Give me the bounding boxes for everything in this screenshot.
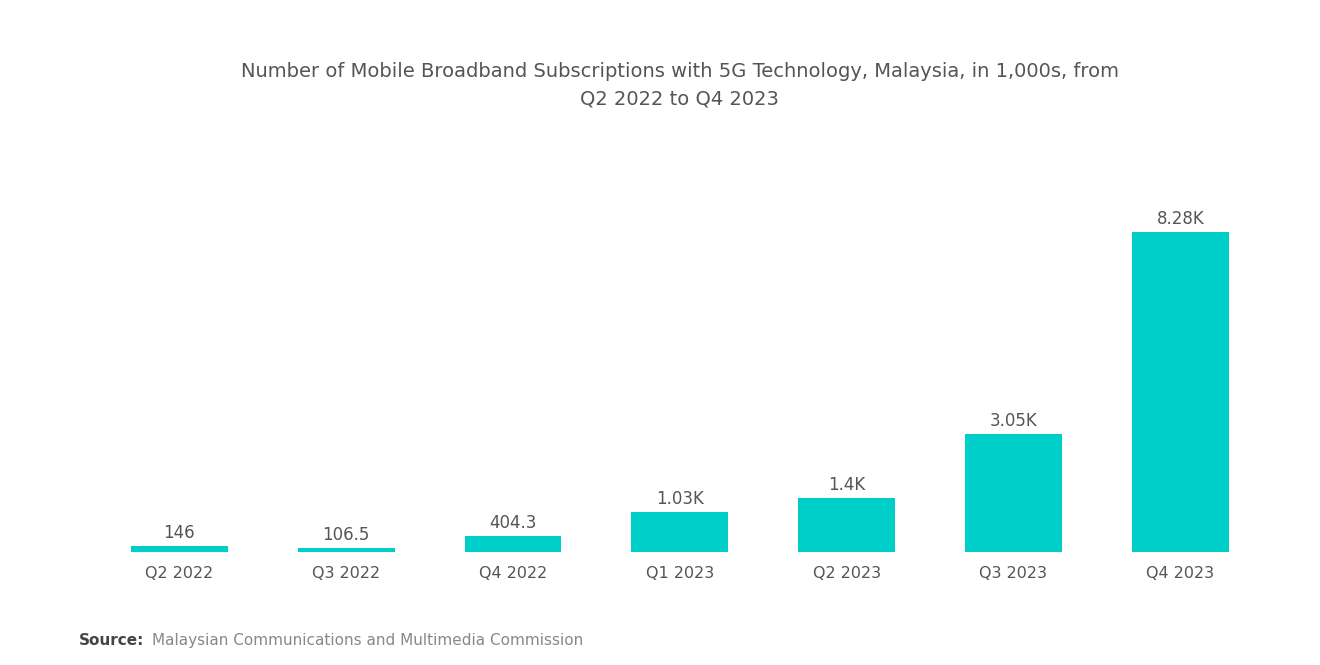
Bar (799, 498, 895, 552)
Bar (465, 537, 561, 552)
Text: 106.5: 106.5 (322, 526, 370, 544)
Bar (131, 547, 227, 552)
Text: 404.3: 404.3 (490, 515, 537, 533)
Bar (631, 512, 729, 552)
Bar (1133, 232, 1229, 552)
Text: 1.03K: 1.03K (656, 490, 704, 508)
Text: 146: 146 (164, 525, 195, 543)
Text: 8.28K: 8.28K (1156, 210, 1204, 228)
Text: Malaysian Communications and Multimedia Commission: Malaysian Communications and Multimedia … (152, 633, 583, 648)
Text: Source:: Source: (79, 633, 145, 648)
Bar (298, 548, 395, 552)
Bar (965, 434, 1061, 552)
Text: 3.05K: 3.05K (990, 412, 1038, 430)
Title: Number of Mobile Broadband Subscriptions with 5G Technology, Malaysia, in 1,000s: Number of Mobile Broadband Subscriptions… (240, 62, 1119, 108)
Text: 1.4K: 1.4K (828, 476, 865, 494)
